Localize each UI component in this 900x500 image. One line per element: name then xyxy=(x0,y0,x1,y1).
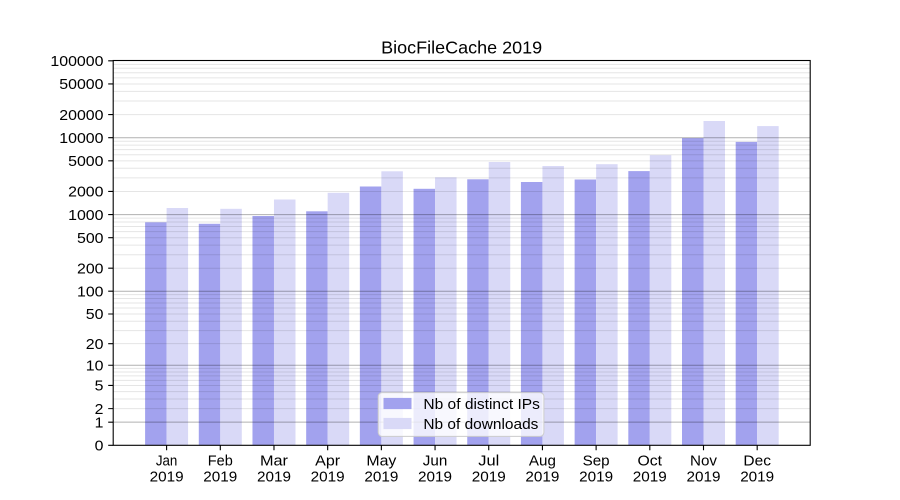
svg-text:Oct: Oct xyxy=(638,453,663,470)
svg-text:50: 50 xyxy=(86,306,104,323)
svg-text:2019: 2019 xyxy=(633,469,667,486)
svg-text:2019: 2019 xyxy=(203,469,237,486)
svg-text:BiocFileCache 2019: BiocFileCache 2019 xyxy=(381,38,542,58)
svg-text:0: 0 xyxy=(95,438,104,455)
svg-text:100: 100 xyxy=(77,283,104,300)
svg-text:5: 5 xyxy=(95,378,104,395)
svg-text:5000: 5000 xyxy=(68,153,103,170)
svg-text:2019: 2019 xyxy=(687,469,721,486)
svg-text:1000: 1000 xyxy=(68,207,103,224)
svg-text:2019: 2019 xyxy=(579,469,613,486)
svg-text:100000: 100000 xyxy=(50,53,103,70)
svg-text:20000: 20000 xyxy=(59,107,103,124)
svg-text:Aug: Aug xyxy=(529,453,556,470)
svg-text:50000: 50000 xyxy=(59,76,103,93)
svg-text:2019: 2019 xyxy=(150,469,184,486)
svg-text:10: 10 xyxy=(86,357,104,374)
svg-text:20: 20 xyxy=(86,336,104,353)
svg-text:Jul: Jul xyxy=(478,453,499,470)
svg-text:Sep: Sep xyxy=(583,453,610,470)
svg-text:Apr: Apr xyxy=(315,453,340,470)
svg-text:Mar: Mar xyxy=(260,453,288,470)
svg-text:Jun: Jun xyxy=(423,453,448,470)
svg-text:Dec: Dec xyxy=(743,453,771,470)
svg-text:Jan: Jan xyxy=(156,453,178,470)
svg-text:2019: 2019 xyxy=(525,469,559,486)
svg-text:Nb of distinct IPs: Nb of distinct IPs xyxy=(423,396,540,413)
svg-text:2019: 2019 xyxy=(740,469,774,486)
svg-text:2: 2 xyxy=(95,401,104,418)
svg-text:May: May xyxy=(366,453,397,470)
svg-text:2019: 2019 xyxy=(418,469,452,486)
svg-text:2019: 2019 xyxy=(257,469,291,486)
svg-text:Nov: Nov xyxy=(690,453,717,470)
svg-text:2000: 2000 xyxy=(68,184,103,201)
svg-text:2019: 2019 xyxy=(311,469,345,486)
svg-text:200: 200 xyxy=(77,260,104,277)
svg-text:2019: 2019 xyxy=(472,469,506,486)
svg-text:500: 500 xyxy=(77,230,104,247)
svg-text:Nb of downloads: Nb of downloads xyxy=(423,416,538,433)
svg-text:2019: 2019 xyxy=(364,469,398,486)
svg-text:Feb: Feb xyxy=(208,453,233,470)
svg-text:1: 1 xyxy=(95,414,104,431)
svg-text:10000: 10000 xyxy=(59,130,103,147)
